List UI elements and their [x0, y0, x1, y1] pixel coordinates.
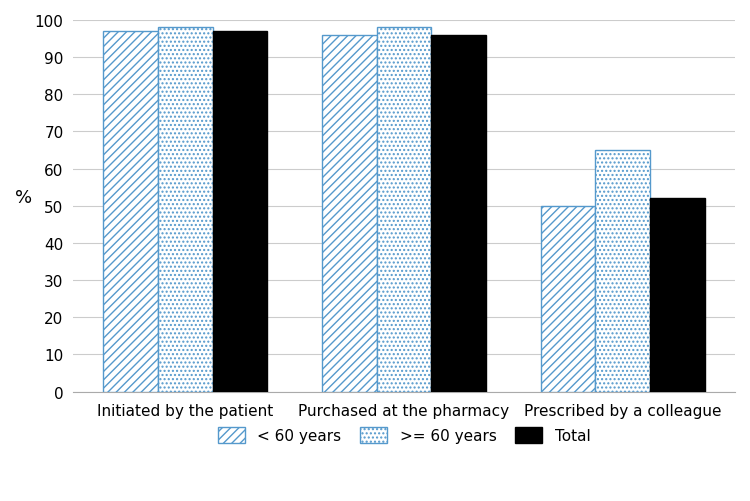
- Bar: [431, 36, 486, 392]
- Bar: [596, 151, 650, 392]
- Bar: [376, 29, 431, 392]
- Bar: [650, 199, 705, 392]
- Bar: [104, 32, 158, 392]
- Y-axis label: %: %: [15, 188, 32, 206]
- Bar: [158, 29, 213, 392]
- Bar: [541, 206, 596, 392]
- Bar: [213, 32, 267, 392]
- Bar: [322, 36, 376, 392]
- Legend: < 60 years, >= 60 years, Total: < 60 years, >= 60 years, Total: [217, 427, 590, 443]
